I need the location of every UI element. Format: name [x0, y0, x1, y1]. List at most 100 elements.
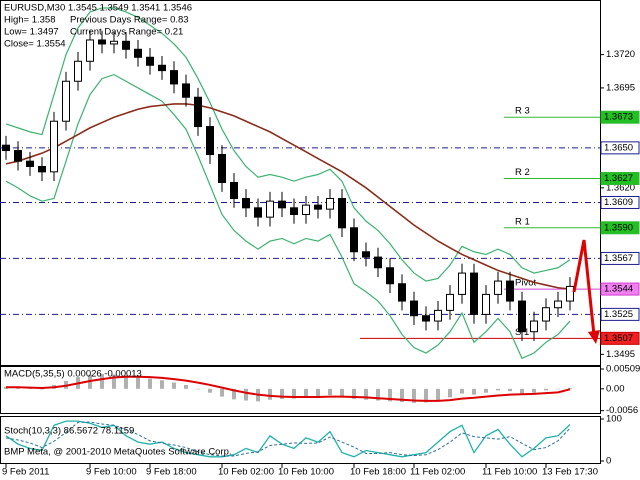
- x-tick-label: 10 Feb 18:00: [350, 467, 406, 478]
- pivot-label: R 3: [515, 106, 530, 117]
- candle-body: [182, 83, 190, 98]
- macd-bar: [124, 375, 128, 389]
- y-tick-label: 100: [606, 414, 622, 425]
- stoch-main: [5, 420, 571, 458]
- candle-body: [122, 40, 130, 50]
- macd-bar: [484, 388, 488, 393]
- macd-bar: [352, 388, 356, 399]
- candle-body: [386, 267, 394, 285]
- macd-bar: [496, 388, 500, 391]
- candle-body: [374, 256, 382, 269]
- indicator-line: [5, 103, 571, 290]
- level-label: 1.3673: [604, 112, 633, 123]
- red-arrow: [572, 239, 600, 344]
- x-tick-label: 11 Feb 02:00: [410, 467, 465, 478]
- candle-body: [326, 197, 334, 210]
- x-tick-label: 9 Feb 18:00: [146, 467, 197, 478]
- candle-body: [338, 197, 346, 229]
- macd-bar: [196, 388, 200, 390]
- macd-bar: [364, 388, 368, 400]
- macd-bar: [472, 388, 476, 395]
- candle-body: [26, 160, 34, 168]
- candle-body: [566, 285, 574, 302]
- level-label: 1.3544: [604, 284, 633, 295]
- macd-bar: [136, 377, 140, 389]
- candle-body: [494, 280, 502, 295]
- macd-bar: [544, 388, 548, 391]
- macd-bar: [232, 388, 236, 400]
- arrow-line: [572, 239, 596, 336]
- plot-layer: 1.3720 1.3695 1.3620 1.3495 1.3673 R 3 1.3650 1…: [0, 7, 640, 478]
- macd-bar: [304, 388, 308, 398]
- candle-body: [398, 283, 406, 302]
- macd-bar: [112, 374, 116, 389]
- macd-bar: [268, 388, 272, 400]
- candle-body: [290, 207, 298, 215]
- macd-bar: [508, 388, 512, 392]
- candle-body: [410, 300, 418, 317]
- candle-body: [506, 280, 514, 302]
- candle-body: [242, 197, 250, 209]
- candle-body: [230, 182, 238, 199]
- candle-body: [278, 200, 286, 209]
- y-tick-label: 1.3620: [606, 182, 635, 193]
- pivot-label: R 2: [515, 167, 530, 178]
- x-tick-label: 9 Feb 2011: [2, 467, 49, 478]
- candle-body: [362, 251, 370, 258]
- macd-bar: [292, 388, 296, 399]
- level-label: 1.3609: [604, 197, 633, 208]
- candle-body: [542, 307, 550, 322]
- y-tick-label: -0.0056: [606, 405, 638, 416]
- stoch-title: Stoch(10,3,3) 86.5672 78.1159: [4, 426, 134, 437]
- x-tick-label: 11 Feb 10:00: [482, 467, 537, 478]
- candle-body: [194, 96, 202, 128]
- indicator-line: [5, 7, 571, 282]
- macd-bar: [532, 388, 536, 393]
- x-tick-label: 9 Feb 10:00: [86, 467, 137, 478]
- candle-body: [434, 309, 442, 322]
- candle-body: [314, 204, 322, 210]
- macd-bar: [244, 388, 248, 401]
- candle-body: [38, 166, 46, 173]
- macd-bar: [448, 388, 452, 398]
- candle-body: [422, 315, 430, 322]
- level-tag: [600, 110, 640, 124]
- pivot-label: Pivot: [515, 278, 536, 289]
- stoch-panel: [0, 416, 601, 464]
- info-text: Close= 1.3554: [4, 39, 66, 50]
- info-text: High= 1.358: [4, 15, 56, 26]
- level-tag: [600, 221, 640, 235]
- macd-title: MACD(5,35,5) 0.00026 -0.00013: [4, 369, 142, 380]
- candle-body: [134, 48, 142, 58]
- candle-body: [350, 227, 358, 253]
- y-tick-label: 0.00: [606, 383, 625, 394]
- candle-body: [170, 70, 178, 85]
- chart-title: EURUSD,M30 1.3545 1.3549 1.3541 1.3546: [4, 3, 192, 14]
- level-label: 1.3525: [604, 309, 633, 320]
- macd-panel: [0, 366, 601, 414]
- candle-body: [266, 200, 274, 218]
- level-label: 1.3650: [604, 142, 633, 153]
- candle-body: [74, 60, 82, 82]
- x-tick-label: 10 Feb 10:00: [278, 467, 334, 478]
- macd-bar: [436, 388, 440, 401]
- level-tag: [600, 307, 640, 321]
- level-tag: [600, 251, 640, 265]
- macd-bar: [424, 388, 428, 403]
- info-text: Previous Days Range= 0.83: [70, 15, 189, 26]
- level-tag: [600, 331, 640, 345]
- candle-body: [470, 272, 478, 315]
- y-tick-label: 0: [606, 456, 611, 467]
- info-text: Current Days Range= 0.21: [70, 27, 183, 38]
- arrow-head: [588, 330, 600, 344]
- macd-bar: [160, 380, 164, 389]
- macd-bar: [40, 388, 44, 390]
- macd-bar: [388, 388, 392, 402]
- candle-body: [2, 144, 10, 152]
- macd-bar: [520, 388, 524, 394]
- level-label: 1.3627: [604, 173, 633, 184]
- candle-body: [218, 154, 226, 183]
- macd-bar: [28, 388, 32, 389]
- candle-body: [158, 64, 166, 72]
